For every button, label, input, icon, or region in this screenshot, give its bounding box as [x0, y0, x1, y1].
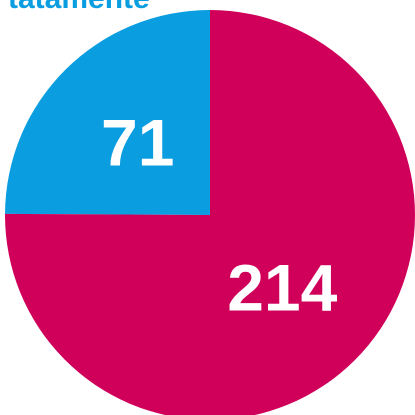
slice-label: 71 — [101, 105, 174, 179]
chart-title: tatamente — [8, 0, 150, 15]
pie-slice — [5, 10, 415, 415]
slice-label: 214 — [227, 251, 337, 325]
pie-slice — [5, 10, 211, 215]
